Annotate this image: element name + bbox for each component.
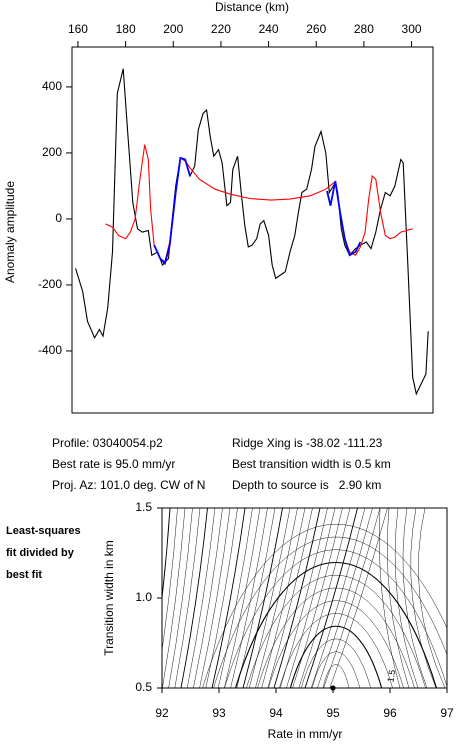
data-line <box>105 144 413 263</box>
side-note: best fit <box>6 569 42 581</box>
contour-lines <box>162 508 447 688</box>
contour <box>317 508 373 688</box>
x-tick-label: 93 <box>212 706 226 720</box>
contour <box>186 508 216 688</box>
annotation: Proj. Az: 101.0 deg. CW of N <box>52 478 205 492</box>
contour <box>418 508 446 688</box>
y-tick-label: 0 <box>55 211 62 225</box>
contour <box>310 508 366 688</box>
contour <box>248 508 291 688</box>
contour <box>217 508 253 688</box>
y-tick-label: 400 <box>42 79 62 93</box>
contour <box>394 508 419 688</box>
contour <box>257 587 415 688</box>
contour <box>286 508 336 688</box>
annotation: Ridge Xing is -38.02 -111.23 <box>232 436 383 450</box>
contour <box>268 600 404 688</box>
x-tick-label: 92 <box>155 706 169 720</box>
x-tick-label: 220 <box>211 22 231 36</box>
x-tick-label: 180 <box>116 22 136 36</box>
contour <box>298 508 351 688</box>
y-axis-title: Anomaly amplitude <box>3 181 17 283</box>
contour <box>279 613 393 688</box>
contour <box>168 508 193 688</box>
contour <box>211 508 246 688</box>
y-tick-label: -200 <box>38 277 62 291</box>
y-tick-label: 1.0 <box>135 590 152 604</box>
x-tick-label: 160 <box>68 22 88 36</box>
contour <box>273 508 321 688</box>
y-tick-label: 1.5 <box>135 500 152 514</box>
annotation: Depth to source is 2.90 km <box>232 478 381 492</box>
x-tick-label: 200 <box>163 22 183 36</box>
y-tick-label: 200 <box>42 145 62 159</box>
contour <box>329 508 388 688</box>
contour <box>224 508 261 688</box>
contour <box>255 508 298 688</box>
side-note: Least-squares <box>6 525 81 537</box>
x-tick-label: 260 <box>306 22 326 36</box>
contour <box>213 536 447 688</box>
y-axis-title: Transition width in km <box>102 540 116 656</box>
contour <box>199 508 231 688</box>
contour <box>323 508 381 688</box>
x-tick-label: 280 <box>354 22 374 36</box>
x-tick-label: 96 <box>383 706 397 720</box>
x-tick-label: 300 <box>402 22 422 36</box>
contour <box>235 561 437 688</box>
data-line <box>153 156 362 266</box>
contour <box>174 508 201 688</box>
contour <box>301 638 371 688</box>
contour <box>312 651 360 688</box>
contour <box>193 508 223 688</box>
contour <box>180 508 208 688</box>
contour <box>261 508 306 688</box>
contour <box>230 508 268 688</box>
annotation: Best transition width is 0.5 km <box>232 457 391 471</box>
x-tick-label: 95 <box>326 706 340 720</box>
data-line <box>75 68 429 396</box>
contour <box>289 625 383 688</box>
x-axis-title: Rate in mm/yr <box>268 727 343 741</box>
x-tick-label: 240 <box>259 22 279 36</box>
contour <box>410 508 437 688</box>
x-tick-label: 97 <box>440 706 454 720</box>
best-point <box>330 685 336 691</box>
top-frame <box>71 46 434 414</box>
contour <box>322 664 350 688</box>
contour <box>162 508 186 688</box>
contour <box>292 508 343 688</box>
contour <box>205 508 238 688</box>
annotation: Profile: 03040054.p2 <box>52 436 163 450</box>
side-note: fit divided by <box>6 547 75 559</box>
contour <box>378 508 401 688</box>
contour-label: 1.5 <box>385 669 397 683</box>
contour <box>162 508 171 602</box>
y-tick-label: -400 <box>38 343 62 357</box>
contour <box>304 508 358 688</box>
contour <box>162 508 178 652</box>
x-axis-title: Distance (km) <box>215 0 289 14</box>
y-tick-label: 0.5 <box>135 680 152 694</box>
contour <box>386 508 410 688</box>
annotation: Best rate is 95.0 mm/yr <box>52 457 175 471</box>
contour <box>224 549 447 688</box>
x-tick-label: 94 <box>269 706 283 720</box>
contour <box>402 508 428 688</box>
